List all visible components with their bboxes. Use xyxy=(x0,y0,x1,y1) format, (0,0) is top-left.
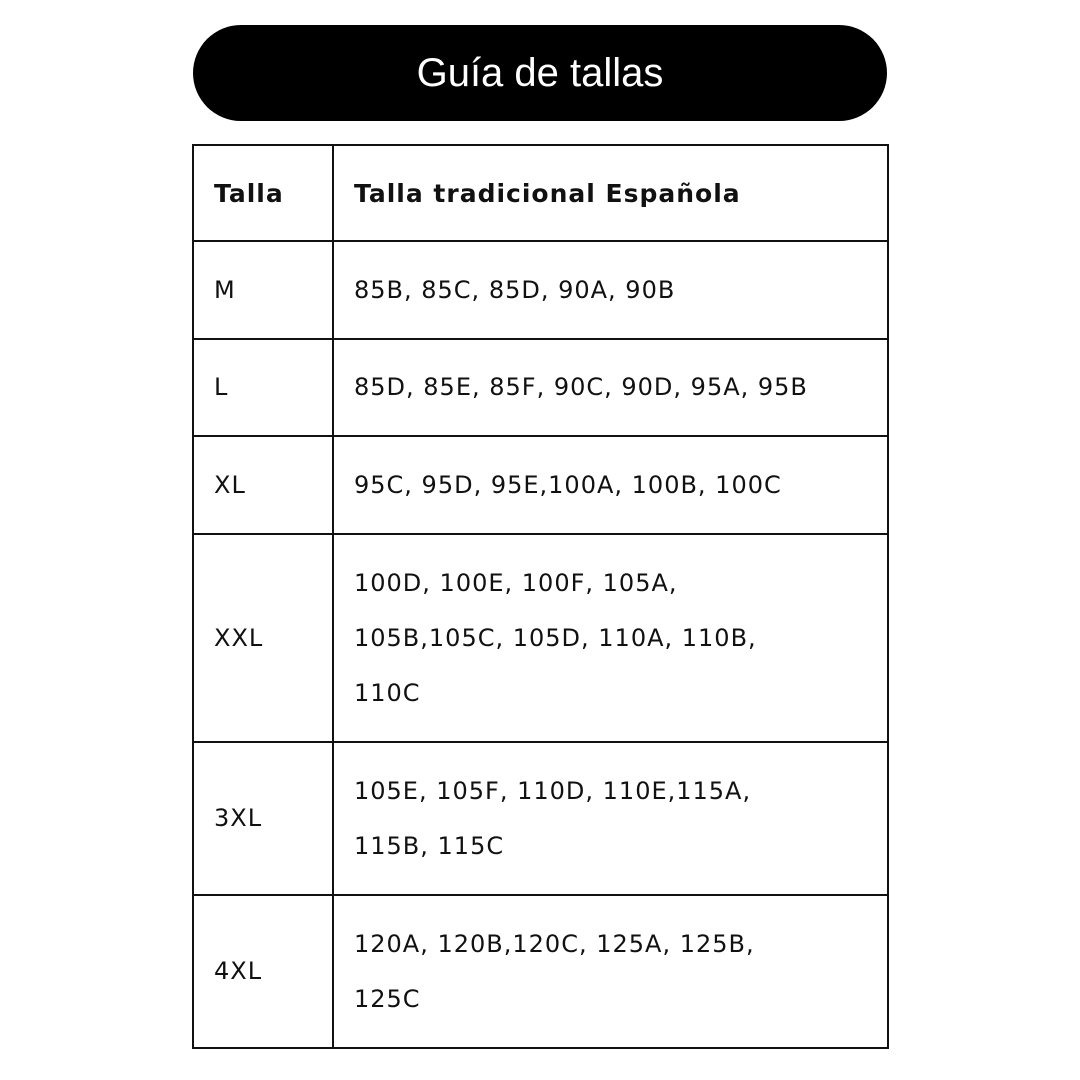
table-row: 4XL 120A, 120B,120C, 125A, 125B, 125C xyxy=(192,894,889,1049)
size-cell: L xyxy=(192,338,334,437)
size-cell: M xyxy=(192,240,334,340)
table-row: L 85D, 85E, 85F, 90C, 90D, 95A, 95B xyxy=(192,338,889,437)
page-title: Guía de tallas xyxy=(193,25,887,121)
header-spanish-size: Talla tradicional Española xyxy=(332,144,889,242)
size-cell: 3XL xyxy=(192,741,334,896)
size-guide-table: Talla Talla tradicional Española M 85B, 8… xyxy=(192,144,889,1049)
table-row: XXL 100D, 100E, 100F, 105A, 105B,105C, 10… xyxy=(192,533,889,743)
header-size: Talla xyxy=(192,144,334,242)
table-header-row: Talla Talla tradicional Española xyxy=(192,144,889,242)
size-cell: 4XL xyxy=(192,894,334,1049)
table-row: XL 95C, 95D, 95E,100A, 100B, 100C xyxy=(192,435,889,535)
equivalent-cell: 95C, 95D, 95E,100A, 100B, 100C xyxy=(332,435,889,535)
table-row: 3XL 105E, 105F, 110D, 110E,115A, 115B, 11… xyxy=(192,741,889,896)
equivalent-cell: 100D, 100E, 100F, 105A, 105B,105C, 105D,… xyxy=(332,533,889,743)
equivalent-cell: 120A, 120B,120C, 125A, 125B, 125C xyxy=(332,894,889,1049)
size-cell: XXL xyxy=(192,533,334,743)
equivalent-cell: 85D, 85E, 85F, 90C, 90D, 95A, 95B xyxy=(332,338,889,437)
size-cell: XL xyxy=(192,435,334,535)
equivalent-cell: 85B, 85C, 85D, 90A, 90B xyxy=(332,240,889,340)
equivalent-cell: 105E, 105F, 110D, 110E,115A, 115B, 115C xyxy=(332,741,889,896)
table-row: M 85B, 85C, 85D, 90A, 90B xyxy=(192,240,889,340)
